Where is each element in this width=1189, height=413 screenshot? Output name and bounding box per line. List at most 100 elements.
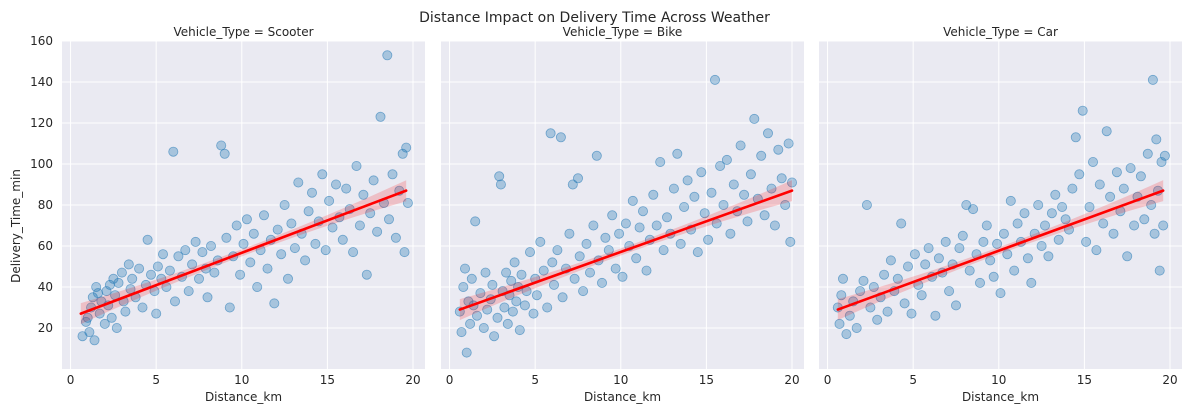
data-point <box>689 191 700 202</box>
data-point <box>542 302 553 313</box>
data-point <box>1135 171 1146 182</box>
data-point <box>648 189 659 200</box>
data-point <box>456 327 467 338</box>
data-point <box>638 206 649 217</box>
data-point <box>516 269 527 280</box>
data-point <box>614 228 625 239</box>
data-point <box>933 253 944 264</box>
data-point <box>675 238 686 249</box>
data-point <box>538 265 549 276</box>
data-point <box>581 238 592 249</box>
data-point <box>320 245 331 256</box>
data-point <box>383 214 394 225</box>
data-point <box>487 279 498 290</box>
data-point <box>164 265 175 276</box>
x-tick-label: 5 <box>531 373 539 387</box>
data-point <box>998 228 1009 239</box>
data-point <box>317 169 328 180</box>
data-point <box>851 322 862 333</box>
data-point <box>844 310 855 321</box>
data-point <box>397 148 408 159</box>
data-point <box>84 327 95 338</box>
data-point <box>289 243 300 254</box>
data-point <box>531 290 542 301</box>
data-point <box>668 183 679 194</box>
data-point <box>655 156 666 167</box>
data-point <box>975 277 986 288</box>
data-point <box>1005 195 1016 206</box>
data-point <box>1012 218 1023 229</box>
data-point <box>506 275 517 286</box>
data-point <box>269 298 280 309</box>
data-point <box>471 310 482 321</box>
data-point <box>205 240 216 251</box>
data-point <box>501 267 512 278</box>
data-point <box>1022 253 1033 264</box>
x-tick-label: 20 <box>784 373 799 387</box>
data-point <box>658 245 669 256</box>
data-point <box>739 189 750 200</box>
x-tick-label: 15 <box>699 373 714 387</box>
data-point <box>1036 240 1047 251</box>
data-point <box>300 255 311 266</box>
y-tick-label: 100 <box>30 157 53 171</box>
data-point <box>607 210 618 221</box>
data-point <box>1111 167 1122 178</box>
data-point <box>1050 189 1061 200</box>
data-point <box>964 265 975 276</box>
x-axis-label-car: Distance_km <box>962 390 1039 404</box>
data-point <box>1077 105 1088 116</box>
data-point <box>706 187 717 198</box>
data-point <box>899 298 910 309</box>
data-point <box>1070 132 1081 143</box>
data-point <box>475 288 486 299</box>
x-tick-label: 0 <box>67 373 75 387</box>
data-point <box>402 197 413 208</box>
data-point <box>631 253 642 264</box>
data-point <box>293 177 304 188</box>
y-tick-label: 20 <box>38 321 53 335</box>
data-point <box>461 347 472 358</box>
data-point <box>557 292 568 303</box>
data-point <box>168 146 179 157</box>
data-point <box>1159 150 1170 161</box>
data-point <box>151 308 162 319</box>
data-point <box>502 318 513 329</box>
data-point <box>547 257 558 268</box>
data-point <box>1149 228 1160 239</box>
data-point <box>224 302 235 313</box>
data-point <box>514 325 525 336</box>
data-point <box>459 263 470 274</box>
x-tick-label: 0 <box>446 373 454 387</box>
figure-title: Distance Impact on Delivery Time Across … <box>419 10 770 26</box>
data-point <box>470 216 481 227</box>
data-point <box>672 148 683 159</box>
data-point <box>885 255 896 266</box>
y-axis-label: Delivery_Time_min <box>9 169 23 283</box>
data-point <box>892 273 903 284</box>
x-axis-label-bike: Distance_km <box>584 390 661 404</box>
data-point <box>152 261 163 272</box>
data-point <box>1105 191 1116 202</box>
data-point <box>588 220 599 231</box>
data-point <box>306 187 317 198</box>
data-point <box>480 267 491 278</box>
data-point <box>872 314 883 325</box>
data-point <box>1154 265 1165 276</box>
data-point <box>365 208 376 219</box>
data-point <box>916 290 927 301</box>
data-point <box>1147 74 1158 85</box>
data-point <box>106 312 117 323</box>
data-point <box>954 243 965 254</box>
data-point <box>173 251 184 262</box>
data-point <box>951 300 962 311</box>
data-point <box>511 296 522 307</box>
data-point <box>992 238 1003 249</box>
data-point <box>578 286 589 297</box>
data-point <box>783 138 794 149</box>
data-point <box>651 220 662 231</box>
data-point <box>458 281 469 292</box>
data-point <box>1009 265 1020 276</box>
x-axis-label-scooter: Distance_km <box>205 390 282 404</box>
